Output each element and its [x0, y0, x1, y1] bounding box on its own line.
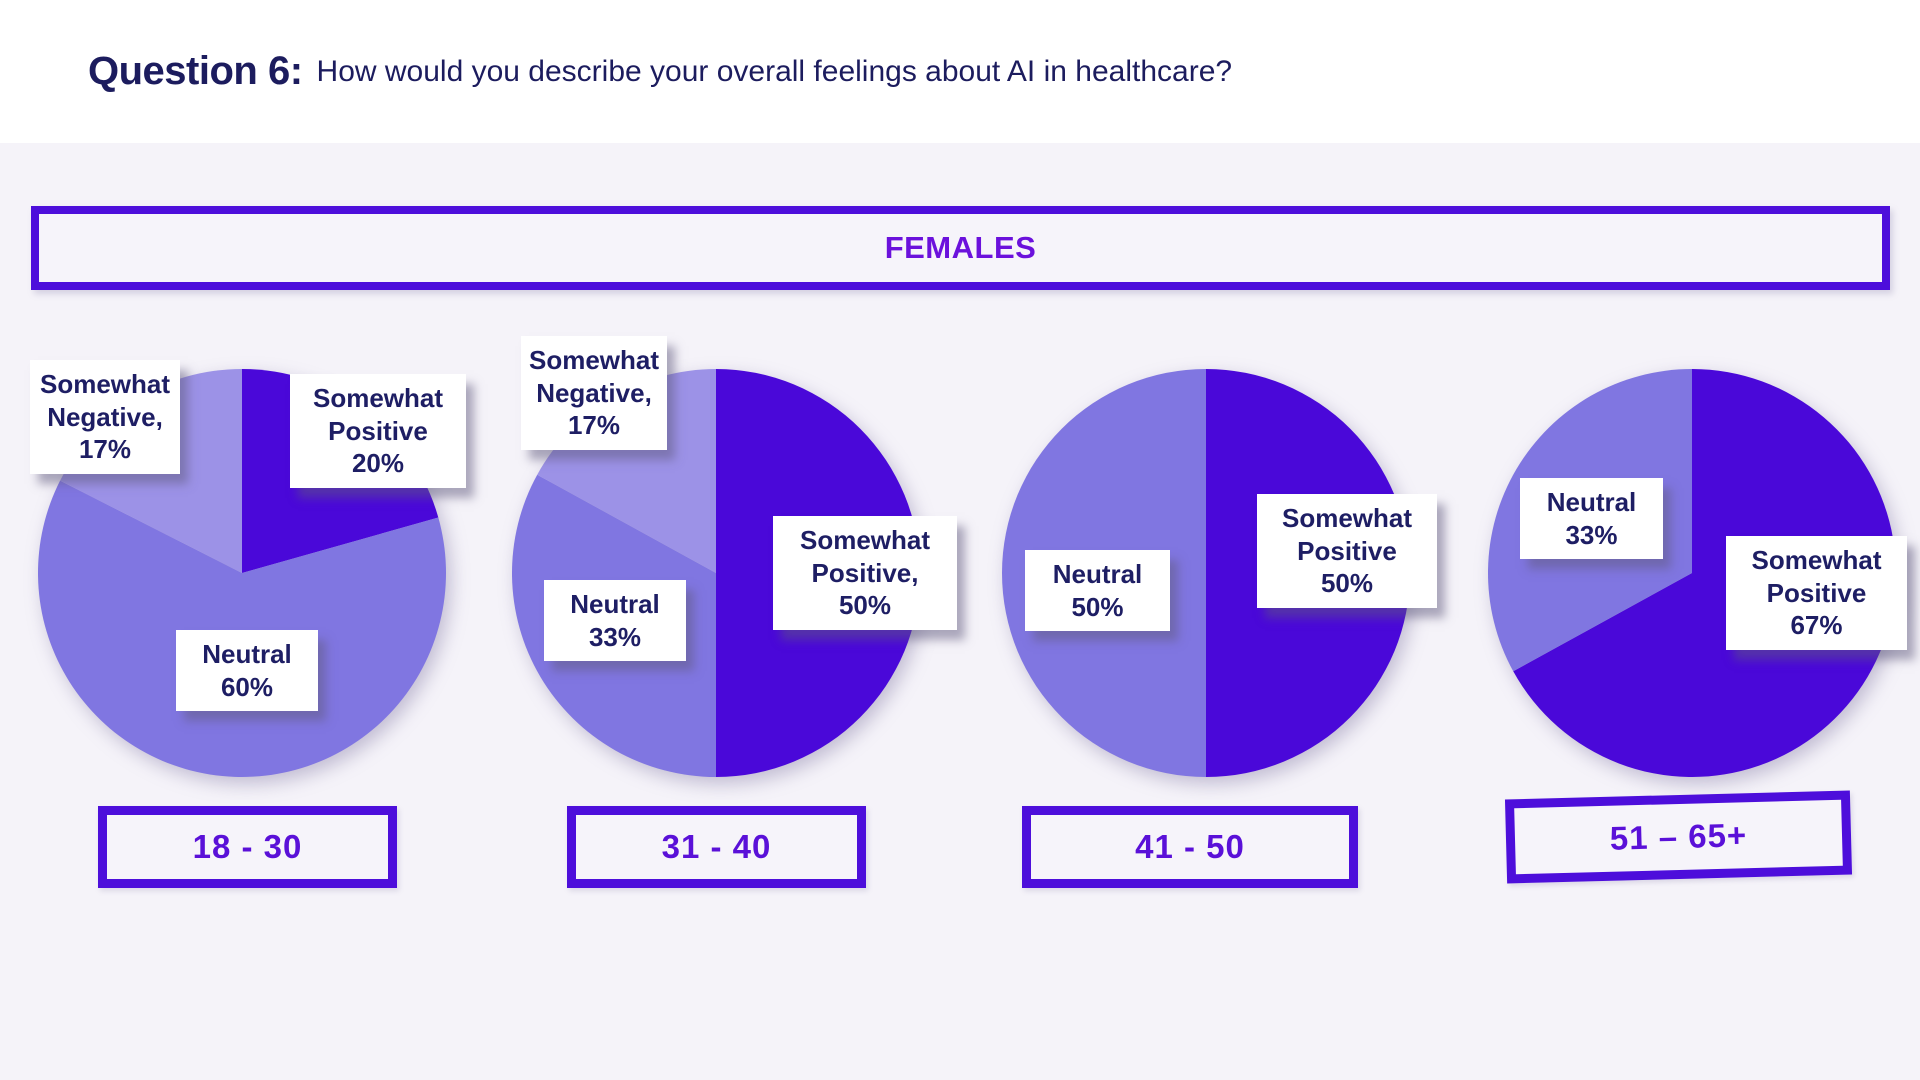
question-text: How would you describe your overall feel…	[316, 54, 1233, 88]
pie-label-18-30-somewhat-negative: Somewhat Negative, 17%	[30, 360, 180, 474]
pie-label-18-30-neutral: Neutral 60%	[176, 630, 318, 711]
age-group-box-41-50: 41 - 50	[1022, 806, 1358, 888]
age-group-box-51-65: 51 – 65+	[1504, 790, 1853, 884]
age-group-label-31-40: 31 - 40	[661, 828, 772, 865]
pie-slice-neutral	[37, 480, 446, 777]
age-group-box-18-30: 18 - 30	[98, 806, 397, 888]
females-banner: FEMALES	[31, 206, 1890, 290]
pie-label-18-30-somewhat-positive: Somewhat Positive 20%	[290, 374, 466, 488]
pie-label-51-65-neutral: Neutral 33%	[1520, 478, 1663, 559]
pie-label-31-40-neutral: Neutral 33%	[544, 580, 686, 661]
pie-label-31-40-somewhat-negative: Somewhat Negative, 17%	[521, 336, 667, 450]
age-group-box-31-40: 31 - 40	[567, 806, 866, 888]
pie-label-31-40-somewhat-positive: Somewhat Positive, 50%	[773, 516, 957, 630]
title-strip: Question 6: How would you describe your …	[0, 0, 1920, 143]
age-group-label-18-30: 18 - 30	[192, 828, 303, 865]
pie-label-41-50-somewhat-positive: Somewhat Positive 50%	[1257, 494, 1437, 608]
females-banner-label: FEMALES	[884, 230, 1037, 265]
pie-label-41-50-neutral: Neutral 50%	[1025, 550, 1170, 631]
age-group-label-51-65: 51 – 65+	[1609, 816, 1748, 857]
question-number-label: Question 6:	[88, 49, 303, 93]
pie-label-51-65-somewhat-positive: Somewhat Positive 67%	[1726, 536, 1907, 650]
pie-slice-somewhat-positive	[1513, 369, 1896, 777]
age-group-label-41-50: 41 - 50	[1135, 828, 1245, 865]
